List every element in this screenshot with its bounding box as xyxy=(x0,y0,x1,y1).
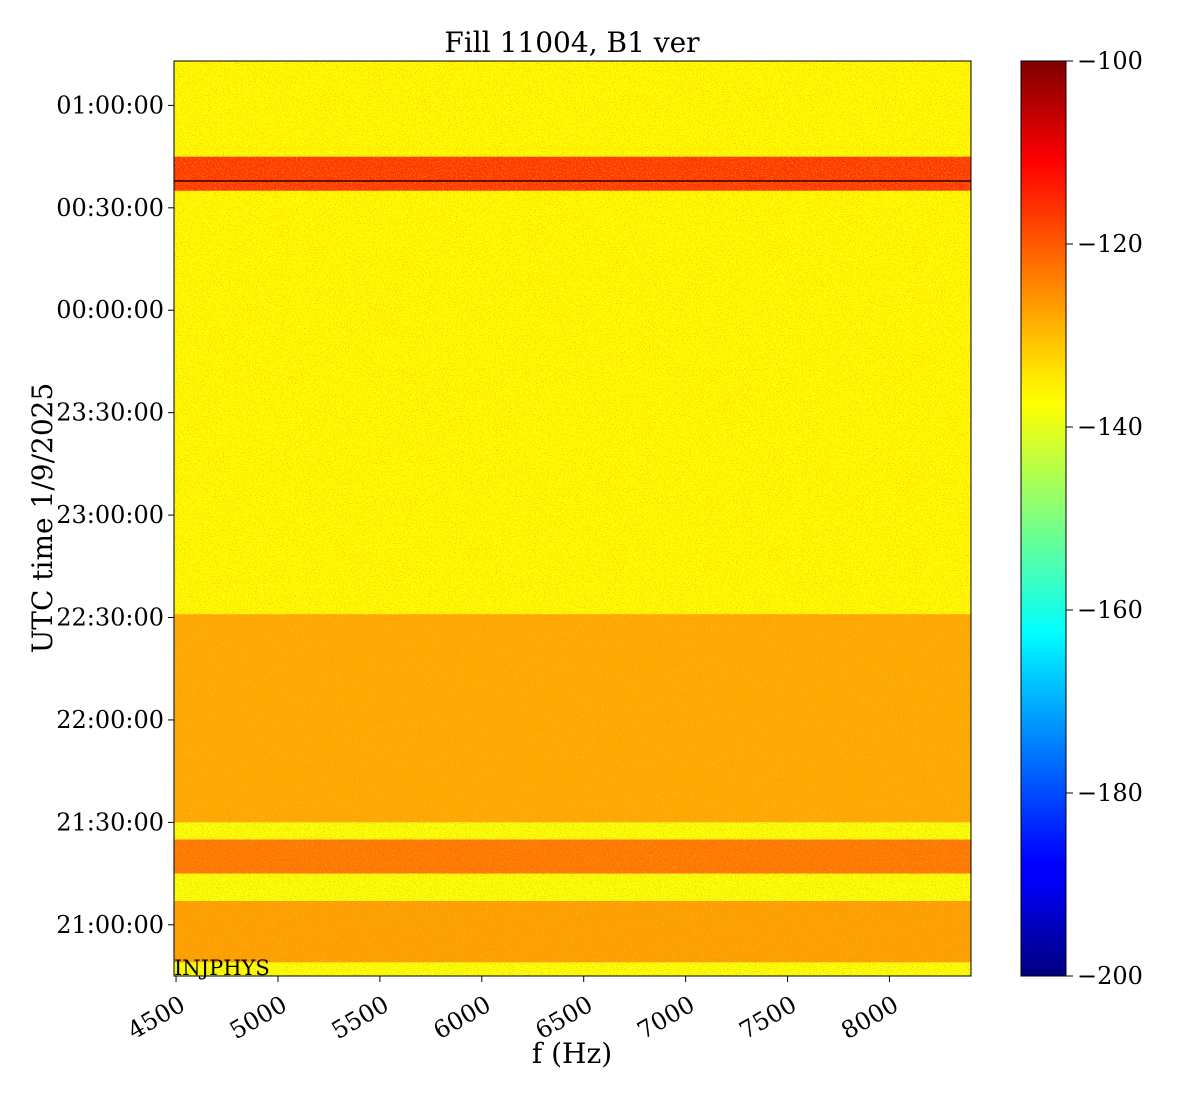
y-tick-label: 21:00:00 xyxy=(56,911,164,939)
band-speckle-cool xyxy=(174,839,971,874)
x-axis-label: f (Hz) xyxy=(532,1037,612,1070)
y-axis-label: UTC time 1/9/2025 xyxy=(26,383,59,654)
colorbar-ticks: −100 −120 −140 −160 −180 −200 xyxy=(1066,47,1143,990)
band-speckle-cool xyxy=(174,822,971,840)
plot-frame xyxy=(173,60,972,977)
x-tick-label: 4500 xyxy=(123,990,190,1045)
y-axis: 21:00:00 21:30:00 22:00:00 22:30:00 23:00:00… xyxy=(56,91,174,939)
colorbar: −100 −120 −140 −160 −180 −200 xyxy=(1020,47,1143,990)
y-tick-label: 01:00:00 xyxy=(56,91,164,119)
y-tick-label: 00:30:00 xyxy=(56,194,164,222)
colorbar-tick-label: −180 xyxy=(1077,779,1143,807)
band-speckle-cool xyxy=(174,156,971,191)
chart-title: Fill 11004, B1 ver xyxy=(444,26,700,59)
colorbar-tick-label: −200 xyxy=(1077,962,1143,990)
band-speckle-cool xyxy=(174,873,971,901)
y-tick-label: 23:00:00 xyxy=(56,501,164,529)
band-speckle-cool xyxy=(174,614,971,823)
plot-area: INJPHYS xyxy=(173,60,972,980)
injphys-annotation: INJPHYS xyxy=(174,956,270,980)
y-tick-label: 21:30:00 xyxy=(56,808,164,836)
colorbar-tick-label: −120 xyxy=(1077,230,1143,258)
x-axis: 4500 5000 5500 6000 6500 7000 7500 8000 xyxy=(123,976,903,1045)
colorbar-tick-label: −160 xyxy=(1077,596,1143,624)
colorbar-tick-label: −140 xyxy=(1077,413,1143,441)
x-tick-label: 6000 xyxy=(429,990,496,1045)
band-speckle-cool xyxy=(174,900,971,963)
band-speckle-cool xyxy=(174,61,971,157)
colorbar-fill xyxy=(1020,60,1067,977)
x-tick-label: 7000 xyxy=(633,990,700,1045)
y-tick-label: 22:30:00 xyxy=(56,604,164,632)
x-tick-label: 8000 xyxy=(836,990,903,1045)
y-tick-label: 23:30:00 xyxy=(56,399,164,427)
band-speckle-cool xyxy=(174,190,971,615)
band-speckle-cool xyxy=(174,962,971,976)
y-tick-label: 00:00:00 xyxy=(56,296,164,324)
spectrogram-speckle xyxy=(174,61,971,976)
x-tick-label: 7500 xyxy=(734,990,801,1045)
x-tick-label: 5500 xyxy=(327,990,394,1045)
y-tick-label: 22:00:00 xyxy=(56,706,164,734)
colorbar-tick-label: −100 xyxy=(1077,47,1143,75)
x-tick-label: 5000 xyxy=(225,990,292,1045)
